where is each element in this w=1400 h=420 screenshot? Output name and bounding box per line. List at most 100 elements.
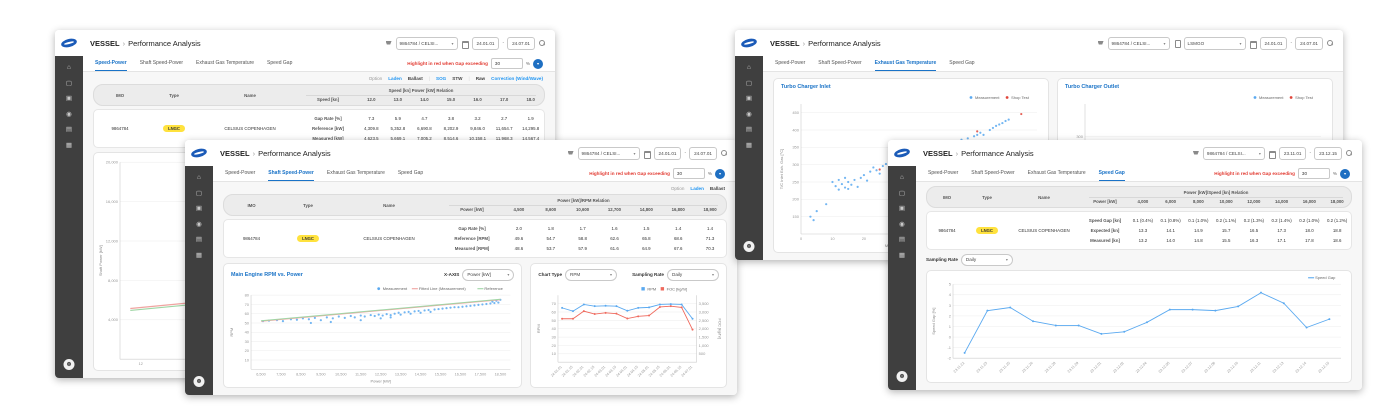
settings-icon[interactable]: ▦ <box>898 251 906 259</box>
tab-speed-power[interactable]: Speed-Power <box>225 170 256 176</box>
metric-value: 4.7 <box>421 115 428 121</box>
settings-icon[interactable]: ▦ <box>745 141 753 149</box>
svg-text:450: 450 <box>792 110 799 115</box>
metric-label-gap-rate: Gap Rate [%] <box>458 225 486 231</box>
col-header-imo: IMO <box>115 92 125 98</box>
option-ballast[interactable]: Ballast <box>709 186 725 191</box>
home-icon[interactable]: ⌂ <box>197 174 201 181</box>
gap-threshold-input[interactable]: 30 <box>490 58 523 69</box>
svg-text:23.12.13: 23.12.13 <box>1272 361 1285 374</box>
option-correction-wind-wave[interactable]: Correction (Wind/Wave) <box>491 76 543 81</box>
calendar-icon[interactable] <box>461 39 469 49</box>
tab-exhaust-gas-temperature[interactable]: Exhaust Gas Temperature <box>1027 170 1086 176</box>
fleet-icon[interactable]: ▢ <box>745 79 753 87</box>
calendar-icon[interactable] <box>1268 149 1277 159</box>
report-icon[interactable]: ▤ <box>745 126 753 133</box>
calendar-icon[interactable] <box>643 149 651 159</box>
tab-exhaust-gas-temperature[interactable]: Exhaust Gas Temperature <box>326 170 385 176</box>
metric-value: 0.1 (1.0%) <box>1188 217 1209 223</box>
option-raw[interactable]: Raw <box>475 76 486 81</box>
date-to-input[interactable]: 24.07.01 <box>1295 36 1323 50</box>
gap-threshold-input[interactable]: 30 <box>672 168 705 179</box>
tab-speed-power[interactable]: Speed-Power <box>928 170 959 176</box>
apply-filter-button[interactable]: ▼ <box>533 58 543 69</box>
date-to-input[interactable]: 24.07.01 <box>507 36 535 50</box>
gap-threshold-input[interactable]: 30 <box>1297 168 1330 179</box>
date-to-input[interactable]: 24.07.01 <box>689 146 717 160</box>
performance-icon[interactable]: ◉ <box>899 220 905 228</box>
tab-shaft-speed-power[interactable]: Shaft Speed-Power <box>818 60 862 66</box>
main-content: Speed-Power Shaft Speed-Power Exhaust Gas … <box>916 166 1362 390</box>
date-from-input[interactable]: 24.01.01 <box>653 146 682 160</box>
fleet-icon[interactable]: ▢ <box>898 189 906 197</box>
cargo-icon[interactable]: ▣ <box>65 95 73 102</box>
user-avatar[interactable]: ☻ <box>193 376 205 387</box>
user-avatar[interactable]: ☻ <box>896 371 908 382</box>
svg-text:23.11.26: 23.11.26 <box>1021 361 1034 374</box>
fleet-icon[interactable]: ▢ <box>195 189 203 197</box>
home-icon[interactable]: ⌂ <box>900 174 904 181</box>
settings-icon[interactable]: ▦ <box>65 141 73 149</box>
search-icon[interactable] <box>1326 39 1334 47</box>
date-from-input[interactable]: 24.01.01 <box>1259 36 1288 50</box>
metric-value: 0.2 (1.1%) <box>1215 217 1237 223</box>
home-icon[interactable]: ⌂ <box>67 64 71 71</box>
option-laden[interactable]: Laden <box>388 76 402 81</box>
tab-exhaust-gas-temperature[interactable]: Exhaust Gas Temperature <box>196 60 255 66</box>
tab-shaft-speed-power[interactable]: Shaft Speed-Power <box>971 170 1015 176</box>
metric-value: 11,654.7 <box>495 125 513 131</box>
gap-highlight-label: Highlight in red when Gap exceeding <box>589 171 670 176</box>
tab-speed-gap[interactable]: Speed Gap <box>1098 166 1125 181</box>
user-avatar[interactable]: ☻ <box>63 359 75 370</box>
date-from-input[interactable]: 24.01.01 <box>471 36 500 50</box>
sampling-rate-select[interactable]: Daily ▾ <box>960 253 1013 266</box>
apply-filter-button[interactable]: ▼ <box>715 168 725 179</box>
option-sog[interactable]: SOG <box>436 76 447 81</box>
vessel-select[interactable]: 9864784 / CELSI... ▾ <box>395 36 458 50</box>
vessel-select[interactable]: 9864784 / CELSI... ▾ <box>1107 36 1170 50</box>
apply-filter-button[interactable]: ▼ <box>1340 168 1350 179</box>
ship-icon <box>1097 39 1105 47</box>
metric-value: 14.1 <box>1166 227 1175 233</box>
sampling-rate-select[interactable]: Daily ▾ <box>667 268 719 281</box>
option-ballast[interactable]: Ballast <box>407 76 423 81</box>
header-controls: 9864784 / CELSI... ▾ LSMGO ▾ 24.01.01-24.07.… <box>1097 36 1343 50</box>
search-icon[interactable] <box>720 149 728 157</box>
cargo-icon[interactable]: ▣ <box>745 95 753 102</box>
tab-speed-gap[interactable]: Speed Gap <box>397 170 424 176</box>
option-laden[interactable]: Laden <box>690 186 704 191</box>
report-icon[interactable]: ▤ <box>195 236 203 243</box>
date-to-input[interactable]: 23.12.15 <box>1314 146 1342 160</box>
tab-speed-gap[interactable]: Speed Gap <box>949 60 975 66</box>
search-icon[interactable] <box>538 39 546 47</box>
fuel-select[interactable]: LSMGO ▾ <box>1183 36 1246 50</box>
user-avatar[interactable]: ☻ <box>743 241 755 252</box>
tab-exhaust-gas-temperature[interactable]: Exhaust Gas Temperature <box>874 56 937 71</box>
home-icon[interactable]: ⌂ <box>747 64 751 71</box>
svg-text:FOC [kg/hr]: FOC [kg/hr] <box>667 286 688 291</box>
report-icon[interactable]: ▤ <box>898 236 906 243</box>
tab-shaft-speed-power[interactable]: Shaft Speed-Power <box>268 166 314 181</box>
chart-type-select[interactable]: RPM ▾ <box>565 268 618 281</box>
tab-shaft-speed-power[interactable]: Shaft Speed-Power <box>139 60 184 66</box>
option-stw[interactable]: STW <box>452 76 463 81</box>
report-icon[interactable]: ▤ <box>65 126 73 133</box>
tab-speed-power[interactable]: Speed-Power <box>775 60 806 66</box>
vessel-select[interactable]: 9864784 / CELSI... ▾ <box>1202 146 1265 160</box>
tab-speed-power[interactable]: Speed-Power <box>95 56 127 71</box>
date-from-input[interactable]: 23.11.01 <box>1278 146 1307 160</box>
tab-speed-gap[interactable]: Speed Gap <box>267 60 293 66</box>
calendar-icon[interactable] <box>1249 39 1257 49</box>
cargo-icon[interactable]: ▣ <box>195 205 203 212</box>
page-title-brand: VESSEL <box>220 148 250 158</box>
settings-icon[interactable]: ▦ <box>195 251 203 259</box>
fleet-icon[interactable]: ▢ <box>65 79 73 87</box>
performance-icon[interactable]: ◉ <box>746 110 752 118</box>
vessel-select[interactable]: 9864784 / CELSI... ▾ <box>577 146 640 160</box>
performance-icon[interactable]: ◉ <box>196 220 202 228</box>
relation-group-header: Power [kW]/RPM Relation <box>449 198 718 206</box>
search-icon[interactable] <box>1345 149 1353 157</box>
x-axis-select[interactable]: Power [kW] ▾ <box>462 268 515 281</box>
cargo-icon[interactable]: ▣ <box>898 205 906 212</box>
performance-icon[interactable]: ◉ <box>66 110 72 118</box>
